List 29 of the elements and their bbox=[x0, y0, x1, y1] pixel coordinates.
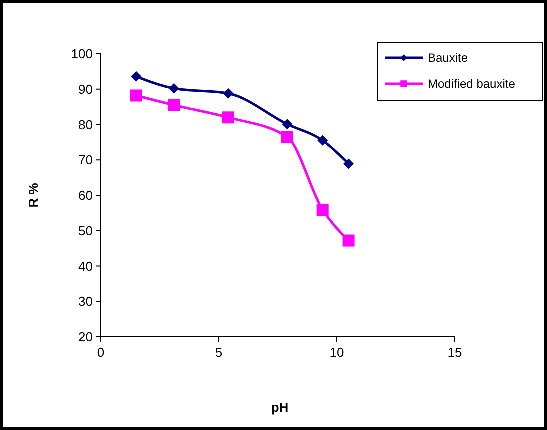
x-tick-label: 5 bbox=[215, 345, 223, 360]
x-tick-label: 15 bbox=[448, 345, 462, 360]
y-tick-label: 60 bbox=[78, 188, 93, 204]
y-axis-title: R % bbox=[26, 182, 41, 208]
legend-label: Modified bauxite bbox=[428, 77, 516, 92]
x-tick-label: 10 bbox=[330, 345, 344, 360]
y-tick-label: 50 bbox=[78, 223, 93, 238]
y-tick-label: 70 bbox=[78, 152, 93, 168]
y-tick-label: 40 bbox=[78, 258, 93, 274]
point bbox=[342, 234, 355, 247]
point bbox=[168, 99, 180, 112]
y-tick-label: 90 bbox=[78, 82, 93, 97]
y-tick-label: 20 bbox=[78, 330, 93, 345]
point bbox=[318, 135, 328, 146]
y-tick-label: 80 bbox=[78, 117, 93, 132]
point bbox=[316, 204, 329, 216]
point bbox=[282, 119, 293, 130]
y-tick-label: 30 bbox=[78, 294, 93, 310]
point bbox=[222, 112, 234, 124]
point bbox=[168, 83, 180, 94]
point bbox=[223, 88, 234, 99]
point bbox=[281, 131, 294, 144]
point bbox=[131, 71, 142, 82]
x-axis-title: pH bbox=[271, 400, 289, 415]
y-tick-label: 100 bbox=[71, 46, 93, 62]
x-tick-label: 0 bbox=[97, 345, 105, 360]
legend-label: Bauxite bbox=[428, 51, 468, 66]
point bbox=[130, 90, 142, 102]
point bbox=[344, 158, 354, 170]
